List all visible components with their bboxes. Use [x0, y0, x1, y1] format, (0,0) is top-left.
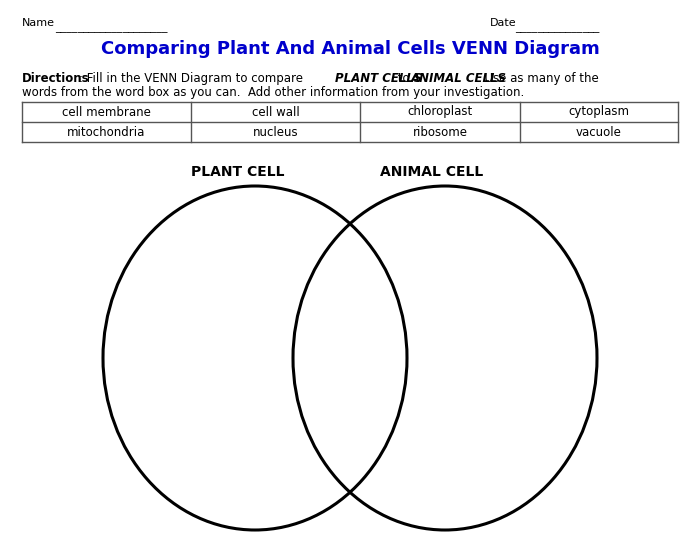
- Text: ANIMAL CELL: ANIMAL CELL: [380, 165, 484, 179]
- Text: Name: Name: [22, 18, 55, 28]
- Text: Directions: Directions: [22, 72, 90, 85]
- Text: Comparing Plant And Animal Cells VENN Diagram: Comparing Plant And Animal Cells VENN Di…: [101, 40, 599, 58]
- Text: cell wall: cell wall: [251, 105, 300, 118]
- Text: PLANT CELL: PLANT CELL: [191, 165, 285, 179]
- Text: Date: Date: [490, 18, 517, 28]
- Text: ribosome: ribosome: [412, 125, 468, 138]
- Text: chloroplast: chloroplast: [407, 105, 472, 118]
- Text: cytoplasm: cytoplasm: [568, 105, 629, 118]
- Text: mitochondria: mitochondria: [67, 125, 146, 138]
- Text: : Fill in the VENN Diagram to compare: : Fill in the VENN Diagram to compare: [79, 72, 307, 85]
- Text: to: to: [394, 72, 414, 85]
- Text: vacuole: vacuole: [576, 125, 622, 138]
- Text: PLANT CELLS: PLANT CELLS: [335, 72, 422, 85]
- Text: cell membrane: cell membrane: [62, 105, 151, 118]
- Text: nucleus: nucleus: [253, 125, 298, 138]
- Text: ANIMAL CELLS: ANIMAL CELLS: [411, 72, 507, 85]
- Text: . Use as many of the: . Use as many of the: [477, 72, 598, 85]
- Text: ____________________: ____________________: [55, 23, 167, 33]
- Text: _______________: _______________: [515, 23, 599, 33]
- Text: words from the word box as you can.  Add other information from your investigati: words from the word box as you can. Add …: [22, 86, 524, 99]
